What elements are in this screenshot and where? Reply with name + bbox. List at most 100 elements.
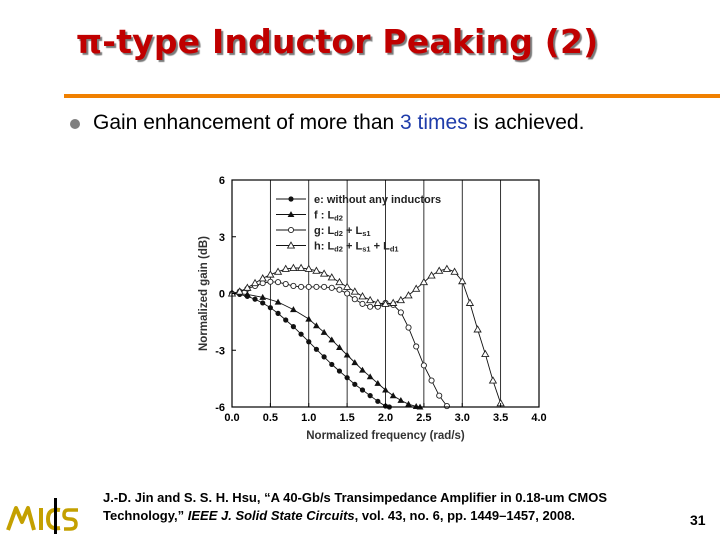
legend-text: g: L (314, 225, 334, 237)
data-point (404, 291, 413, 299)
legend-subscript: d2 (334, 214, 343, 223)
data-point (290, 306, 297, 313)
data-point (298, 331, 304, 337)
data-point (275, 279, 282, 286)
data-point (313, 283, 320, 290)
data-point (352, 381, 358, 387)
data-point (375, 398, 381, 404)
legend-text: + L (371, 241, 391, 253)
legend-subscript: s1 (362, 229, 370, 238)
chart-axes: 0.0 0.5 1.0 1.5 2.0 2.5 3.0 3.5 4.0 6 3 0 -3 -6 Normal… (198, 175, 547, 442)
chart-series-layer (227, 263, 505, 410)
data-point (328, 336, 336, 343)
data-point (290, 282, 297, 289)
title-divider (64, 94, 720, 98)
legend-subscript: d2 (334, 229, 343, 238)
data-point (396, 295, 406, 304)
data-point (304, 264, 313, 272)
data-point (435, 266, 444, 274)
x-tick-label: 2.0 (378, 412, 393, 424)
x-tick-label: 4.0 (531, 412, 546, 424)
data-point (367, 393, 373, 399)
data-point (319, 269, 329, 277)
x-tick-label: 0.5 (263, 412, 278, 424)
data-point (252, 296, 258, 302)
legend-label: e: without any inductors (314, 194, 441, 206)
x-tick-label: 1.5 (339, 412, 354, 424)
gain-chart: 0.0 0.5 1.0 1.5 2.0 2.5 3.0 3.5 4.0 6 3 0 -3 -6 Normal… (196, 172, 556, 444)
data-point (366, 373, 374, 380)
data-point (283, 317, 289, 323)
legend-subscript: d2 (334, 245, 343, 254)
data-point (342, 282, 352, 290)
data-point (267, 305, 273, 311)
data-point (436, 392, 443, 399)
data-point (312, 266, 321, 274)
legend-subscript: s1 (362, 245, 370, 254)
data-point (336, 368, 343, 374)
x-tick-label: 1.0 (301, 412, 316, 424)
legend-text: f : L (314, 210, 334, 222)
data-point (413, 343, 420, 350)
data-point (243, 291, 251, 297)
data-point (288, 196, 294, 202)
data-point (290, 324, 296, 330)
data-point (336, 344, 343, 350)
y-tick-label: 6 (219, 175, 225, 187)
citation-authors: J.-D. Jin and S. S. H. Hsu, “A 40-Gb/s T… (103, 490, 607, 523)
bullet-highlight: 3 times (400, 111, 468, 134)
data-point (344, 290, 351, 297)
x-tick-label: 0.0 (224, 412, 239, 424)
data-point (329, 361, 335, 368)
data-point (313, 322, 320, 329)
data-point (351, 359, 359, 366)
data-point (412, 284, 421, 292)
data-point (427, 271, 436, 279)
data-point (306, 339, 312, 345)
data-point (373, 298, 383, 306)
bullet-suffix: is achieved. (467, 111, 585, 134)
data-point (260, 300, 266, 306)
bullet-prefix: Gain enhancement of more than (93, 111, 401, 134)
data-point (443, 403, 450, 410)
data-point (359, 300, 366, 307)
data-point (481, 349, 490, 358)
bullet-text: Gain enhancement of more than 3 times is… (93, 108, 613, 137)
data-point (273, 267, 283, 275)
data-point (267, 278, 274, 285)
data-point (328, 284, 335, 291)
data-point (420, 362, 427, 369)
data-point (259, 293, 267, 300)
data-point (335, 277, 344, 286)
data-point (289, 263, 298, 271)
data-point (350, 287, 359, 295)
data-point (320, 328, 328, 335)
data-point (286, 241, 296, 249)
data-point (351, 296, 358, 303)
citation: J.-D. Jin and S. S. H. Hsu, “A 40-Gb/s T… (103, 489, 683, 525)
data-point (305, 315, 313, 322)
series-line (231, 267, 502, 404)
series-e (229, 290, 392, 410)
data-point (359, 366, 366, 373)
legend-label: f : Ld2 (314, 210, 343, 223)
data-point (287, 211, 295, 218)
chart-svg: 0.0 0.5 1.0 1.5 2.0 2.5 3.0 3.5 4.0 6 3 0 -3 -6 Normal… (198, 175, 547, 442)
mics-logo (6, 498, 78, 534)
data-point (405, 400, 412, 407)
data-point (359, 387, 366, 393)
y-tick-label: -6 (215, 402, 225, 414)
y-tick-label: -3 (215, 345, 225, 357)
data-point (419, 277, 429, 286)
data-point (258, 274, 267, 282)
data-point (327, 273, 336, 281)
data-point (266, 270, 275, 278)
data-point (313, 346, 320, 352)
legend-text: e: without any inductors (314, 194, 441, 206)
data-point (336, 286, 343, 293)
data-point (367, 303, 374, 310)
data-point (374, 379, 382, 386)
y-axis-title: Normalized gain (dB) (198, 236, 210, 351)
data-point (450, 267, 459, 275)
y-tick-label: 0 (219, 289, 225, 301)
